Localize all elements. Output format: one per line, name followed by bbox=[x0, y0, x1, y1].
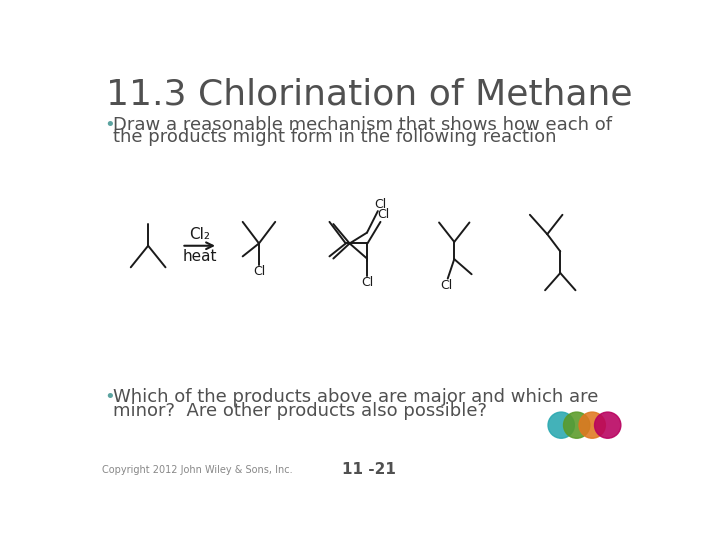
Circle shape bbox=[595, 412, 621, 438]
Text: heat: heat bbox=[182, 249, 217, 264]
Text: Cl₂: Cl₂ bbox=[189, 227, 210, 242]
Text: Copyright 2012 John Wiley & Sons, Inc.: Copyright 2012 John Wiley & Sons, Inc. bbox=[102, 465, 292, 475]
Circle shape bbox=[579, 412, 606, 438]
Text: Cl: Cl bbox=[377, 208, 390, 221]
Text: Which of the products above are major and which are: Which of the products above are major an… bbox=[113, 388, 598, 407]
Circle shape bbox=[548, 412, 575, 438]
Text: Cl: Cl bbox=[253, 266, 265, 279]
Text: Cl: Cl bbox=[361, 276, 373, 289]
Text: minor?  Are other products also possible?: minor? Are other products also possible? bbox=[113, 402, 487, 420]
Text: •: • bbox=[104, 116, 114, 134]
Text: Draw a reasonable mechanism that shows how each of: Draw a reasonable mechanism that shows h… bbox=[113, 116, 612, 134]
Text: 11.3 Chlorination of Methane: 11.3 Chlorination of Methane bbox=[106, 77, 632, 111]
Text: Cl: Cl bbox=[374, 198, 387, 211]
Text: •: • bbox=[104, 388, 114, 407]
Text: 11 -21: 11 -21 bbox=[342, 462, 396, 477]
Circle shape bbox=[564, 412, 590, 438]
Text: Cl: Cl bbox=[440, 279, 452, 292]
Text: the products might form in the following reaction: the products might form in the following… bbox=[113, 128, 557, 146]
